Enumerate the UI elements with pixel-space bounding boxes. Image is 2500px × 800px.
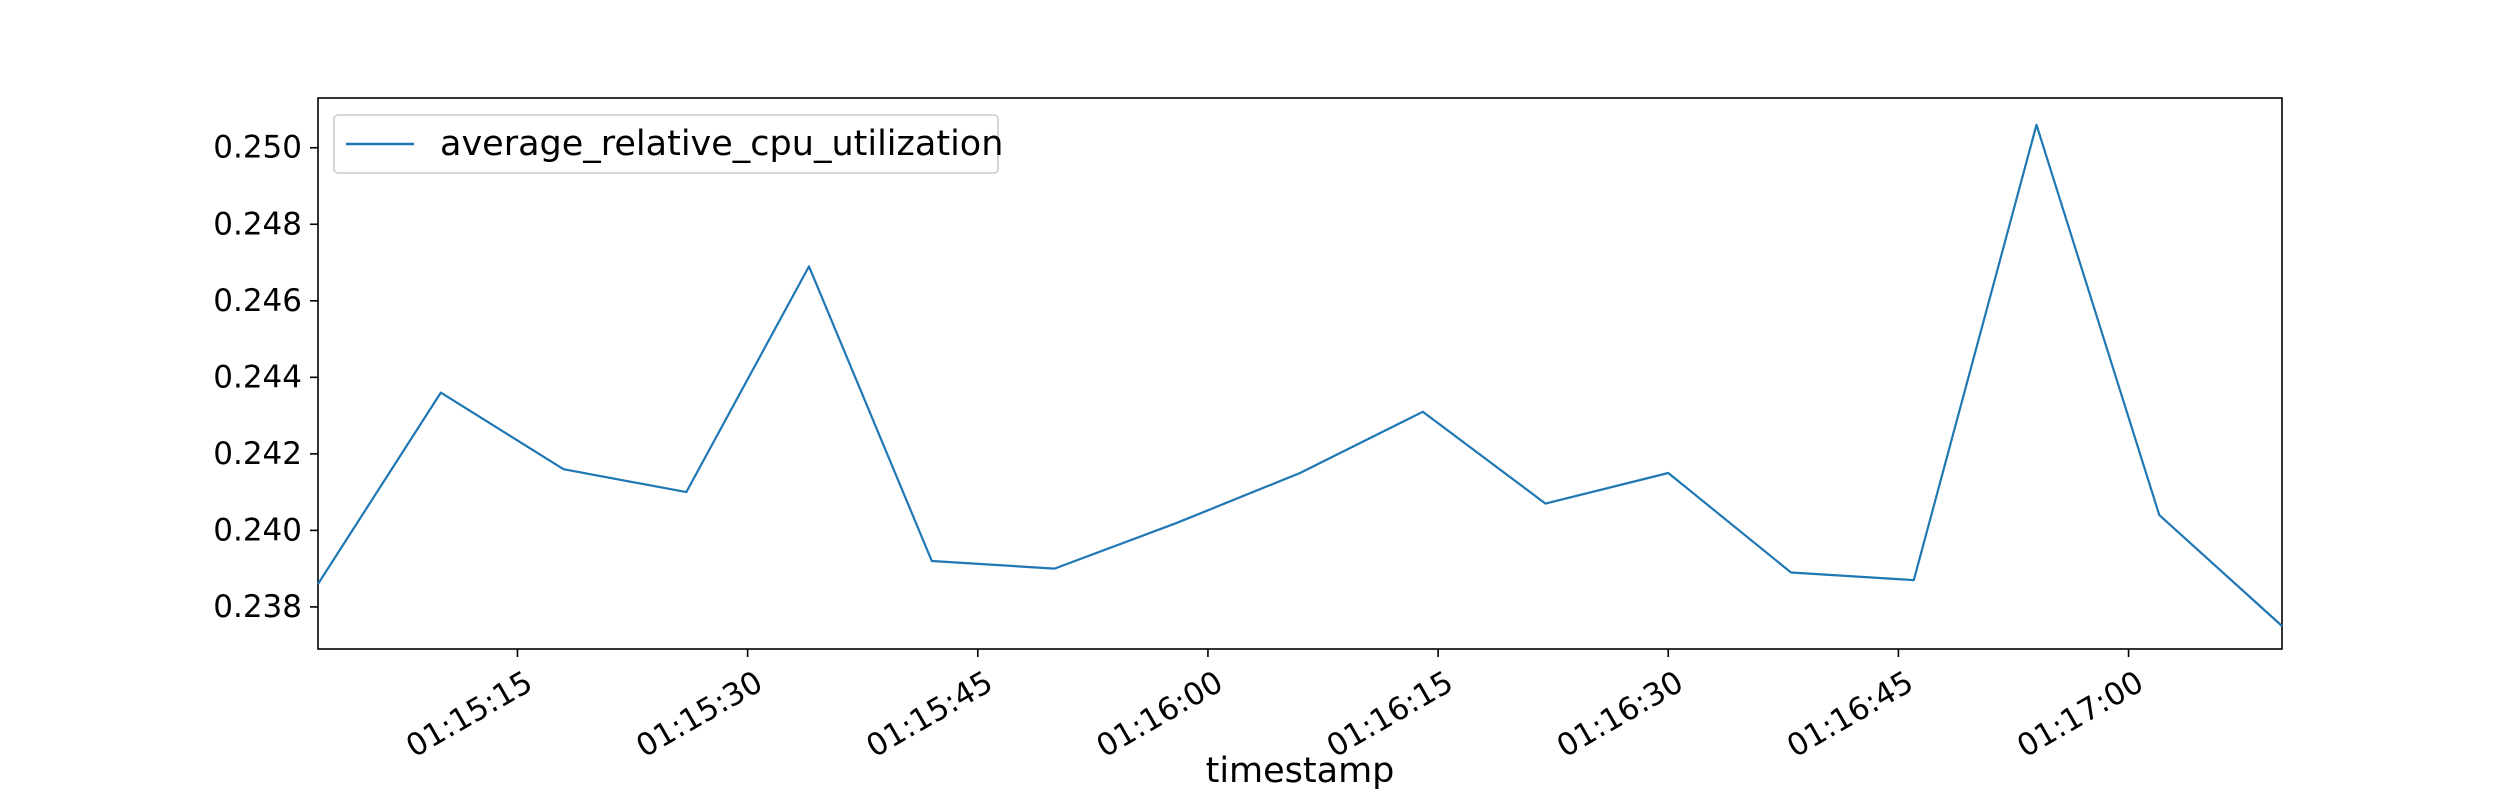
x-tick-label: 01:16:15	[1321, 664, 1460, 765]
x-tick-label: 01:15:45	[860, 664, 999, 765]
y-axis: 0.238 0.240 0.242 0.244 0.246 0.248 0.250	[213, 130, 318, 625]
x-tick-label: 01:16:45	[1781, 664, 1920, 765]
legend-label: average_relative_cpu_utilization	[440, 124, 1003, 164]
legend-box	[333, 114, 999, 174]
series-layer	[317, 123, 2283, 627]
plot-frame	[317, 97, 2283, 650]
x-axis: 01:15:15 01:15:30 01:15:45 01:16:00 01:16:15…	[400, 649, 2150, 765]
y-tick-label: 0.250	[213, 130, 302, 166]
x-tick-label: 01:16:00	[1091, 664, 1230, 765]
y-tick-label: 0.240	[213, 512, 302, 548]
plot-area	[317, 97, 2283, 650]
y-tick-label: 0.242	[213, 436, 302, 472]
x-tick-label: 01:15:15	[400, 664, 539, 765]
x-tick-label: 01:17:00	[2011, 664, 2150, 765]
x-tick-label: 01:15:30	[630, 664, 769, 765]
x-tick-label: 01:16:30	[1551, 664, 1690, 765]
series-line	[317, 123, 2283, 627]
y-tick-label: 0.246	[213, 283, 302, 319]
legend: average_relative_cpu_utilization	[333, 114, 1003, 174]
x-axis-title: timestamp	[1206, 751, 1395, 791]
y-tick-label: 0.244	[213, 359, 302, 395]
y-tick-label: 0.248	[213, 206, 302, 242]
y-tick-label: 0.238	[213, 589, 302, 625]
